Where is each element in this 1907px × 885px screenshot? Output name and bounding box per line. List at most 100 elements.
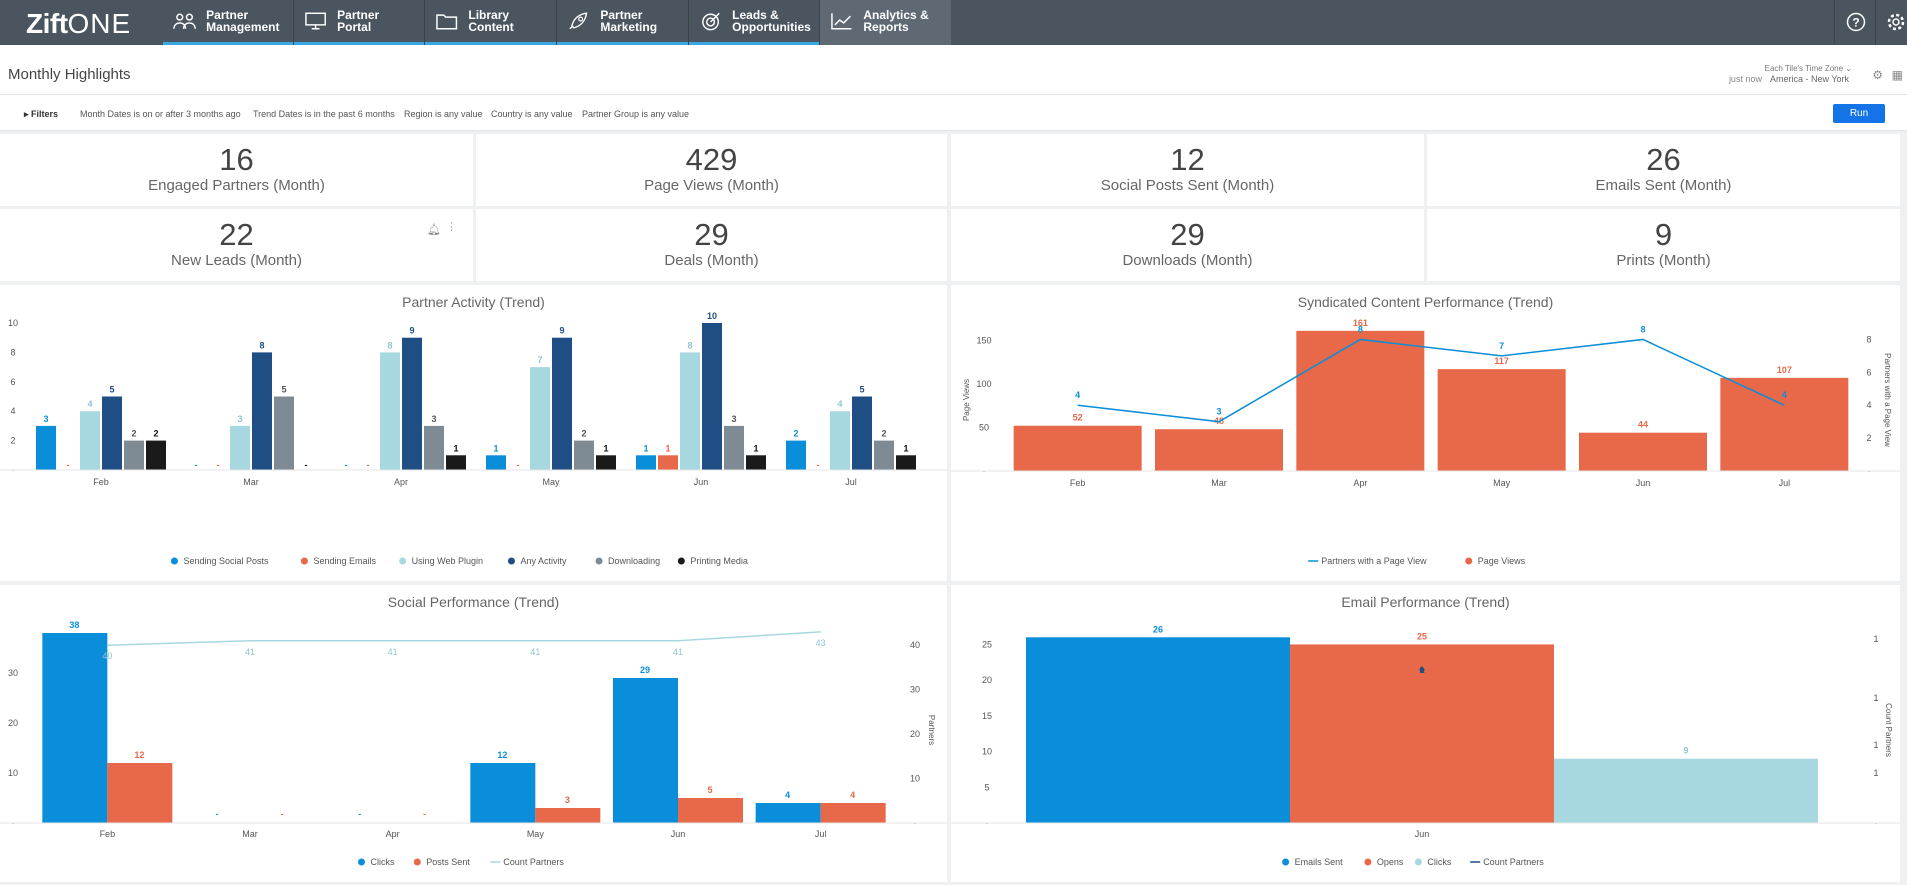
nav-tab-analytics-reports[interactable]: Analytics & Reports bbox=[820, 0, 951, 45]
data-label: 8 bbox=[687, 340, 692, 350]
y-tick-label: 2 bbox=[10, 436, 15, 446]
nav-tab-label: Library bbox=[468, 8, 510, 22]
data-label: 9 bbox=[559, 326, 564, 336]
more-options-icon[interactable]: ⋮ bbox=[446, 221, 457, 233]
partner-activity-chart: 10 8 6 4 2 - 3 - 4 5 2 2 Feb - - 3 8 5 - Mar - - 8 9 3 1 Apr 1 - 7 9 2 1… bbox=[0, 311, 947, 566]
data-label: 3 bbox=[237, 414, 242, 424]
data-label: 2 bbox=[153, 429, 158, 439]
nav-tab-label: Partner bbox=[337, 8, 380, 22]
data-label: 9 bbox=[1683, 746, 1688, 756]
nav-tab-library-content[interactable]: Library Content bbox=[425, 0, 556, 45]
chart-title: Partner Activity (Trend) bbox=[402, 294, 545, 310]
filter-month-dates[interactable]: Month Dates is on or after 3 months ago bbox=[80, 109, 241, 119]
legend-label-count-partners: Count Partners bbox=[503, 857, 564, 867]
bar-page-views bbox=[1296, 330, 1425, 471]
x-tick-label: Jun bbox=[1636, 478, 1651, 488]
help-icon[interactable]: ? bbox=[1846, 12, 1866, 32]
y-tick-label: 15 bbox=[982, 711, 992, 721]
trend-chart-icon bbox=[831, 13, 852, 30]
bar-posts-sent bbox=[678, 798, 743, 823]
legend-swatch-clicks bbox=[358, 858, 365, 866]
data-label: - bbox=[817, 460, 820, 470]
bar-emails-sent bbox=[1026, 637, 1290, 823]
data-label: 5 bbox=[707, 785, 712, 795]
y-tick-label: 25 bbox=[982, 639, 992, 649]
bar-downloading bbox=[424, 425, 444, 470]
filters-toggle[interactable]: ▸ Filters bbox=[24, 109, 58, 120]
data-label: - bbox=[195, 460, 198, 470]
data-label: 1 bbox=[665, 443, 670, 453]
run-button[interactable]: Run bbox=[1833, 104, 1885, 123]
kpi-tile-prints: 9 Prints (Month) bbox=[1427, 209, 1900, 281]
line-partners-with-a-page-view bbox=[1077, 338, 1785, 423]
bar-posts-sent bbox=[820, 803, 886, 823]
legend-label-clicks: Clicks bbox=[1427, 857, 1451, 867]
bar-sending-social-posts bbox=[36, 425, 56, 470]
data-label: - bbox=[305, 460, 308, 470]
legend-swatch-sending-social-posts bbox=[170, 557, 178, 565]
nav-tab-leads-opportunities[interactable]: Leads & Opportunities bbox=[689, 0, 819, 45]
filters-label: Filters bbox=[31, 109, 59, 119]
data-label: 3 bbox=[431, 414, 436, 424]
bar-clicks bbox=[470, 763, 536, 823]
y2-tick-label: 1 bbox=[1873, 740, 1878, 750]
timezone-selector[interactable]: Each Tile's Time Zone ⌄ bbox=[1765, 64, 1852, 73]
alert-bell-icon[interactable]: 🔔︎ bbox=[427, 224, 441, 236]
legend-label-partners-with-a-page-view: Partners with a Page View bbox=[1321, 556, 1427, 566]
chart-title: Email Performance (Trend) bbox=[1341, 594, 1510, 610]
data-label: 117 bbox=[1494, 356, 1509, 366]
layout-grid-icon[interactable]: ▦ bbox=[1891, 68, 1903, 82]
filter-partner-group[interactable]: Partner Group is any value bbox=[582, 109, 690, 119]
kpi-tile-downloads: 29 Downloads (Month) bbox=[951, 209, 1424, 281]
nav-tab-partner-marketing[interactable]: Partner Marketing bbox=[557, 0, 688, 45]
monitor-icon bbox=[305, 12, 326, 30]
dashboard-header: Monthly Highlights Each Tile's Time Zone… bbox=[0, 45, 1907, 95]
dashboard-settings-icon[interactable]: ⚙ bbox=[1872, 68, 1883, 82]
y2-tick-label: 40 bbox=[910, 640, 920, 650]
settings-gear-icon[interactable] bbox=[1886, 12, 1906, 32]
filter-country[interactable]: Country is any value bbox=[491, 109, 573, 119]
data-label: 1 bbox=[493, 443, 498, 453]
timezone-label: Each Tile's Time Zone bbox=[1764, 64, 1844, 73]
nav-tab-label: Partner bbox=[600, 8, 643, 22]
bar-printing-media bbox=[596, 455, 616, 470]
data-label: 1 bbox=[643, 443, 648, 453]
ziftone-logo[interactable]: ZiftONE bbox=[26, 8, 132, 39]
x-tick-label: Feb bbox=[100, 829, 116, 839]
y-tick-label: 20 bbox=[982, 675, 992, 685]
nav-tab-label: Marketing bbox=[600, 20, 658, 34]
chart-tile-email-performance: Email Performance (Trend) 252015105-1111… bbox=[951, 585, 1900, 882]
filter-region[interactable]: Region is any value bbox=[404, 109, 483, 119]
data-label: 4 bbox=[87, 399, 92, 409]
y2-tick-label: 1 bbox=[1873, 634, 1878, 644]
bar-sending-emails bbox=[658, 455, 678, 470]
data-label: 9 bbox=[409, 326, 414, 336]
bar-any-activity bbox=[702, 323, 722, 470]
caret-right-icon: ▸ bbox=[24, 109, 29, 119]
nav-tab-partner-management[interactable]: Partner Management bbox=[163, 0, 293, 45]
legend-swatch-clicks bbox=[1414, 858, 1422, 866]
line-data-label: 41 bbox=[245, 647, 255, 657]
legend-label-posts-sent: Posts Sent bbox=[426, 857, 470, 867]
x-tick-label: Apr bbox=[386, 829, 400, 839]
data-label: 3 bbox=[43, 414, 48, 424]
line-data-label: 1 bbox=[1419, 665, 1424, 675]
data-label: 2 bbox=[131, 429, 136, 439]
line-data-label: 8 bbox=[1358, 324, 1363, 334]
target-icon bbox=[702, 12, 720, 31]
line-data-label: 3 bbox=[1216, 407, 1221, 417]
bar-using-web-plugin bbox=[680, 352, 700, 470]
data-label: - bbox=[358, 809, 361, 819]
data-label: - bbox=[345, 460, 348, 470]
bar-clicks bbox=[42, 633, 108, 823]
nav-tab-partner-portal[interactable]: Partner Portal bbox=[294, 0, 424, 45]
data-label: - bbox=[423, 809, 426, 819]
bar-any-activity bbox=[852, 396, 872, 470]
data-label: 5 bbox=[859, 385, 864, 395]
filter-trend-dates[interactable]: Trend Dates is in the past 6 months bbox=[253, 109, 395, 119]
y2-tick-label: 6 bbox=[1866, 367, 1871, 377]
data-label: - bbox=[67, 460, 70, 470]
x-tick-label: Jul bbox=[1779, 478, 1791, 488]
data-label: 44 bbox=[1638, 420, 1648, 430]
